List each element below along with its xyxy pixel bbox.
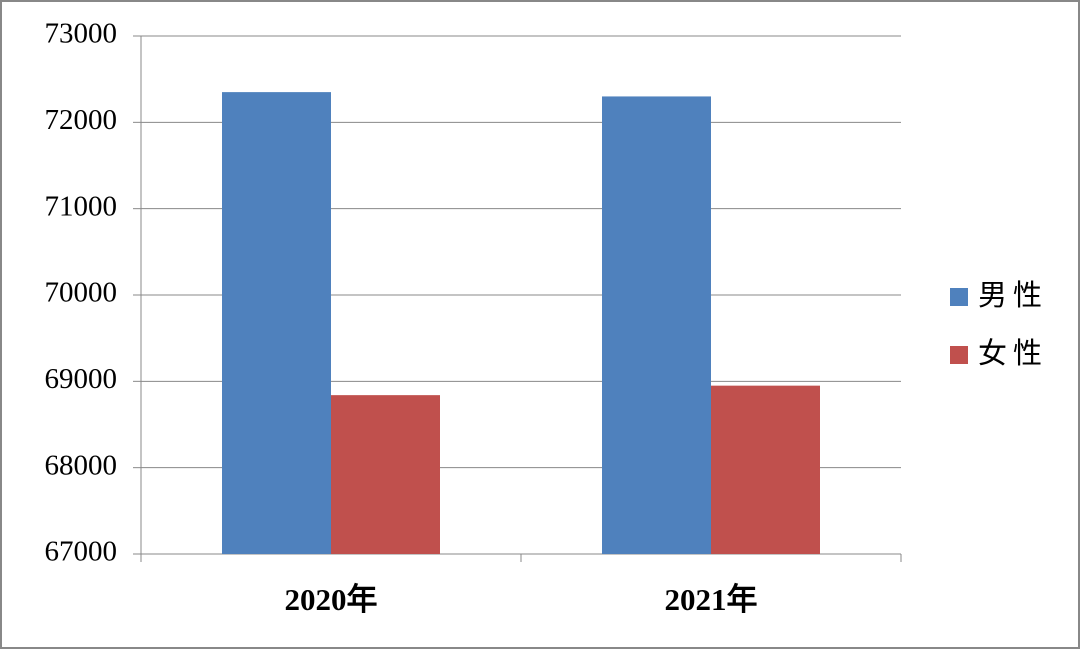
- legend-swatch: [950, 346, 968, 364]
- y-tick-label: 70000: [45, 277, 118, 309]
- legend-label: 女性: [978, 336, 1048, 370]
- bar: [222, 92, 331, 554]
- bar: [602, 96, 711, 554]
- y-tick-label: 73000: [45, 18, 118, 50]
- y-tick-label: 67000: [45, 536, 118, 568]
- x-tick-label: 2021年: [665, 582, 758, 617]
- y-tick-label: 69000: [45, 363, 118, 395]
- legend-label: 男性: [978, 278, 1048, 312]
- x-tick-label: 2020年: [285, 582, 378, 617]
- legend-swatch: [950, 288, 968, 306]
- bar: [711, 385, 820, 554]
- y-tick-label: 71000: [45, 190, 118, 222]
- bar: [331, 395, 440, 554]
- y-tick-label: 68000: [45, 449, 118, 481]
- y-tick-label: 72000: [45, 104, 118, 136]
